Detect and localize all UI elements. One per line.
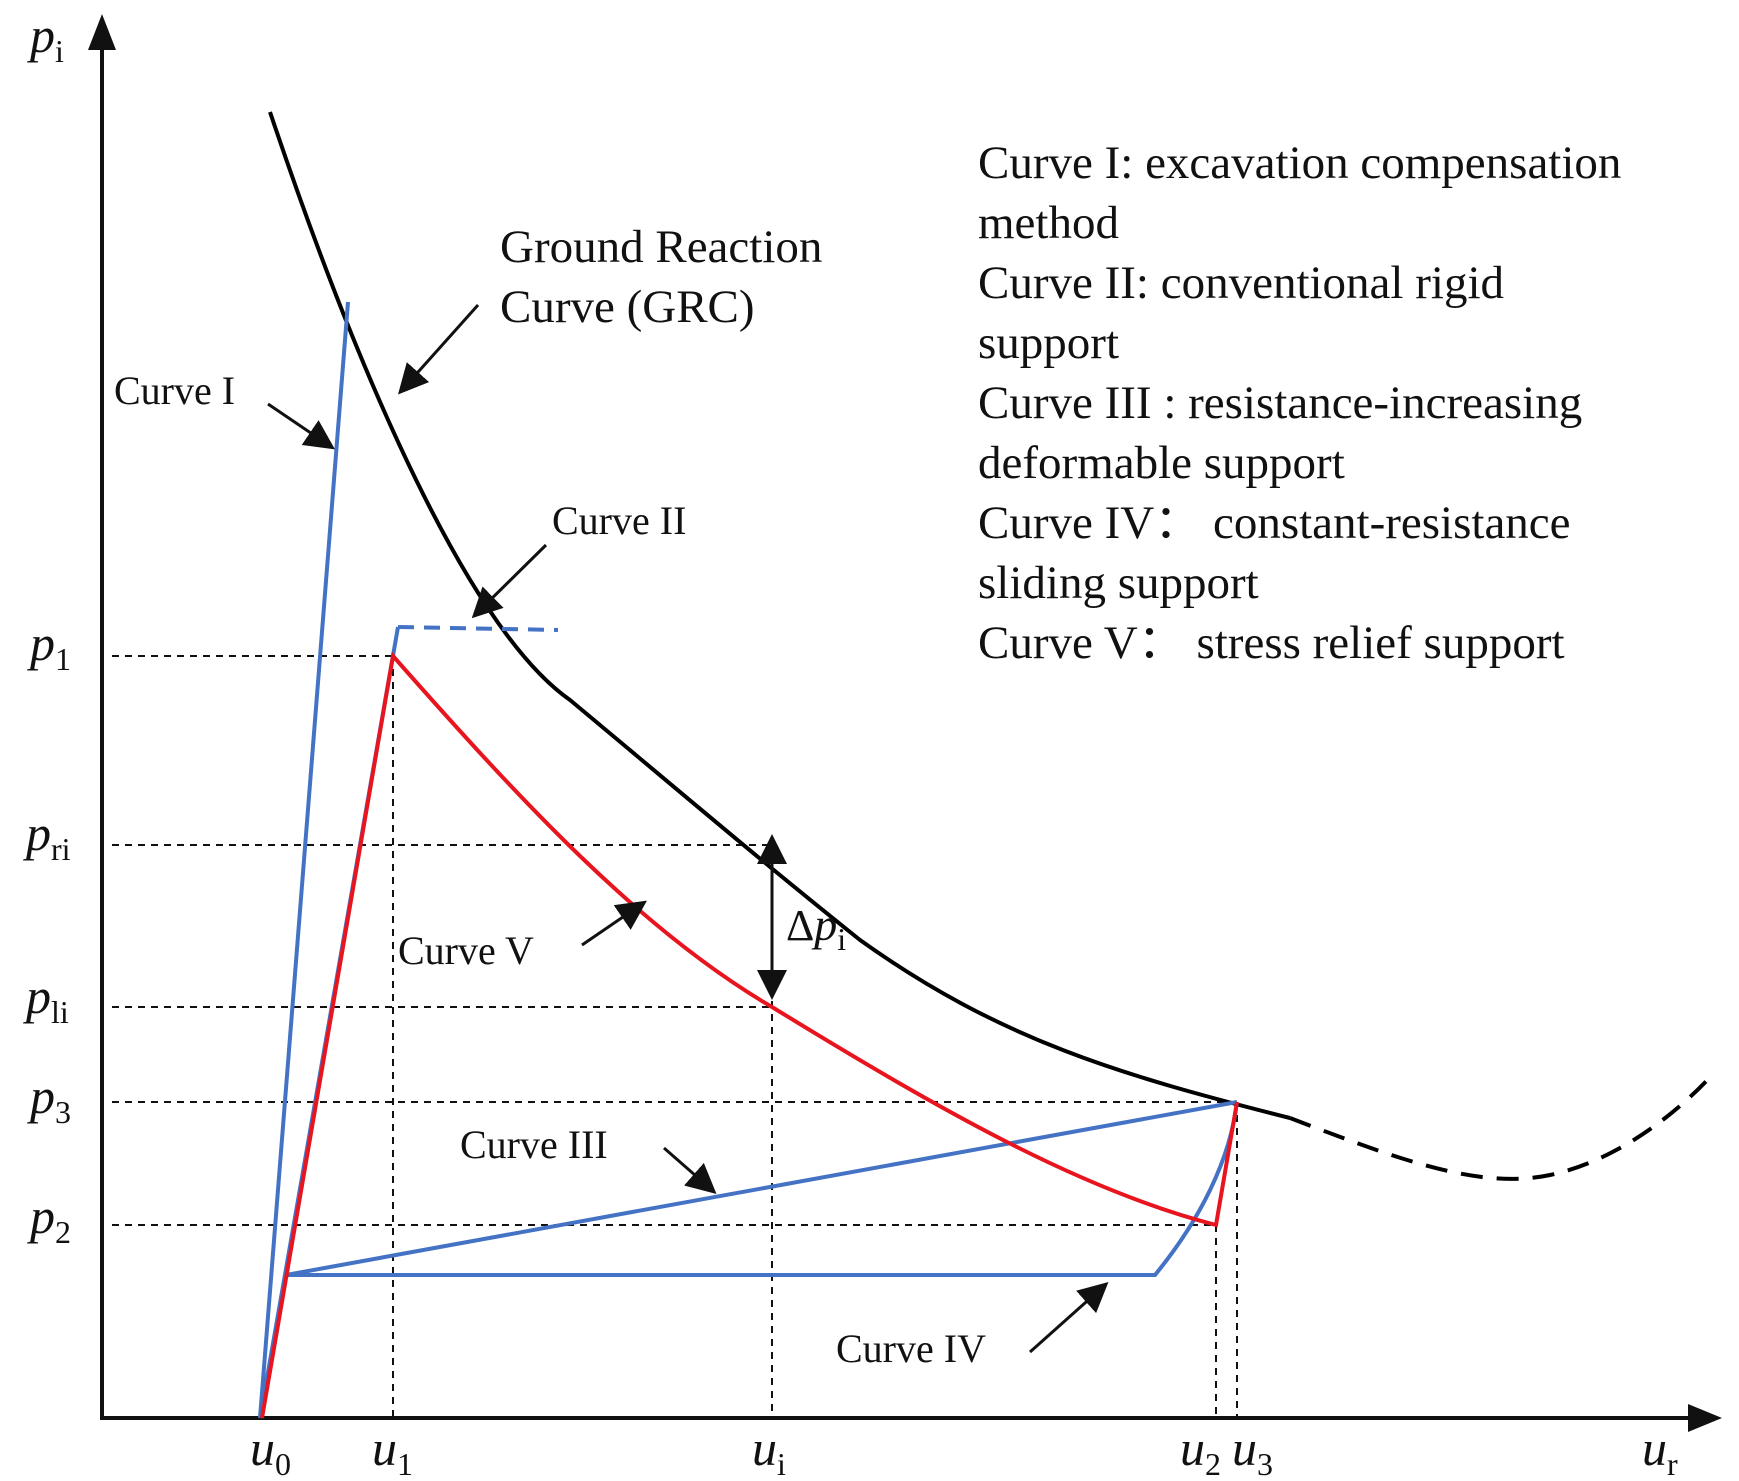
curve-iii-line (285, 1100, 1238, 1277)
legend-line-9: Curve V： stress relief support (978, 617, 1565, 669)
pointer-arrows (267, 304, 1109, 1354)
legend-line-8: sliding support (978, 557, 1259, 609)
arrow-curve-i (267, 402, 335, 450)
y-tick-p2: p2 (27, 1188, 71, 1250)
arrow-curve-v (581, 900, 647, 947)
x-tick-u2: u2 (1180, 1420, 1221, 1481)
arrow-curve-iv (1029, 1282, 1109, 1354)
legend: Curve I: excavation compensation method … (978, 137, 1621, 669)
axes (88, 14, 1722, 1432)
legend-line-6: deformable support (978, 437, 1345, 489)
curve-ii-dashed-plateau (397, 625, 559, 632)
curve-iv-label: Curve IV (836, 1326, 986, 1371)
arrow-curve-iii (663, 1146, 717, 1194)
x-tick-ui: ui (752, 1420, 786, 1481)
curve-iv-line (258, 1101, 1239, 1419)
arrow-grc (398, 304, 480, 395)
legend-line-5: Curve III : resistance-increasing (978, 377, 1582, 429)
grc-label-line1: Ground Reaction (500, 221, 822, 273)
y-tick-pli: pli (23, 968, 69, 1030)
legend-line-7: Curve IV： constant-resistance (978, 497, 1571, 549)
curve-iii-label: Curve III (460, 1122, 608, 1167)
y-tick-pri: pri (23, 805, 71, 867)
x-tick-u0: u0 (250, 1420, 291, 1481)
ground-reaction-curve (268, 111, 1291, 1120)
curve-v-label: Curve V (398, 928, 534, 973)
ground-reaction-curve-dashed-extension (1289, 1073, 1714, 1181)
grc-label-line2: Curve (GRC) (500, 281, 755, 333)
curve-i-label: Curve I (114, 368, 235, 413)
curve-i-line (258, 301, 350, 1419)
legend-line-1: Curve I: excavation compensation (978, 137, 1621, 189)
legend-line-2: method (978, 197, 1119, 249)
legend-line-3: Curve II: conventional rigid (978, 257, 1504, 309)
arrow-curve-ii (471, 543, 548, 619)
curve-v-line (260, 651, 1239, 1419)
y-tick-p3: p3 (27, 1068, 71, 1130)
legend-line-4: support (978, 317, 1119, 369)
y-axis-title: pi (27, 7, 64, 69)
x-axis-title: ur (1642, 1420, 1678, 1481)
x-tick-u3: u3 (1232, 1420, 1273, 1481)
x-axis-arrowhead (1688, 1404, 1722, 1432)
curve-ii-label: Curve II (552, 498, 686, 543)
y-axis-arrowhead (88, 14, 116, 50)
x-tick-u1: u1 (372, 1420, 413, 1481)
delta-p-label: Δpi (786, 899, 846, 957)
y-tick-p1: p1 (27, 615, 71, 677)
